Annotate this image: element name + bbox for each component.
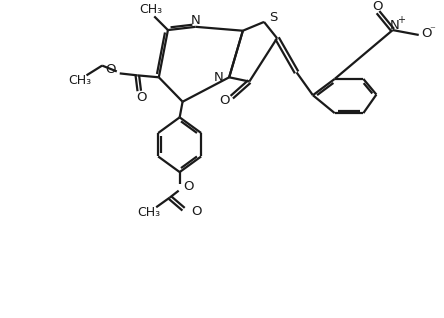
Text: O: O [220,93,230,107]
Text: CH₃: CH₃ [68,74,91,87]
Text: N: N [214,71,223,84]
Text: O: O [136,91,147,104]
Text: CH₃: CH₃ [137,206,160,219]
Text: O: O [105,63,116,76]
Text: S: S [269,10,277,24]
Text: O: O [372,0,382,13]
Text: O: O [421,27,432,40]
Text: O: O [191,205,202,218]
Text: CH₃: CH₃ [139,3,162,16]
Text: +: + [397,15,405,25]
Text: O: O [183,180,194,193]
Text: ⁻: ⁻ [429,25,436,35]
Text: N: N [191,14,201,27]
Text: N: N [390,19,400,32]
